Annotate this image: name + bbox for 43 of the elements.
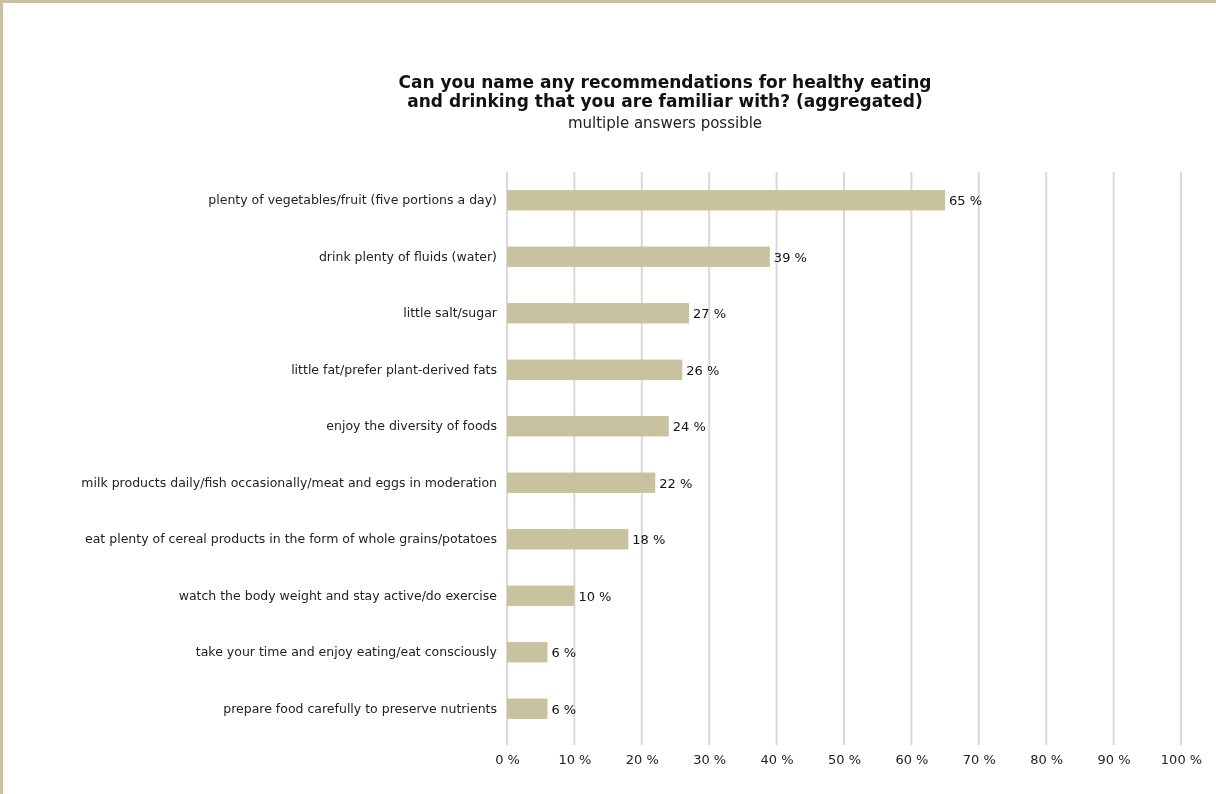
data-label: 6 % — [551, 701, 577, 717]
x-tick-label: 30 % — [693, 752, 727, 768]
bar — [507, 246, 770, 267]
chart-title: Can you name any recommendations for healthy eating and drinking that you are familiar with? (aggregated) — [398, 72, 932, 111]
y-tick-label: plenty of vegetables/fruit (five portions a day) — [208, 192, 497, 208]
y-tick-label: eat plenty of cereal products in the form of whole grains/potatoes — [85, 531, 497, 547]
data-label: 22 % — [659, 475, 693, 491]
bar — [507, 529, 629, 550]
y-tick-label: take your time and enjoy eating/eat consciously — [195, 644, 498, 660]
y-tick-label: drink plenty of fluids (water) — [318, 248, 497, 264]
x-tick-label: 80 % — [1030, 752, 1064, 768]
bar — [507, 472, 656, 493]
data-label: 65 % — [949, 193, 983, 209]
data-label: 26 % — [686, 362, 720, 378]
data-label: 24 % — [672, 419, 706, 435]
y-tick-label: little salt/sugar — [403, 305, 498, 321]
x-tick-label: 0 % — [495, 752, 520, 768]
x-tick-label: 40 % — [760, 752, 794, 768]
data-label: 18 % — [632, 532, 666, 548]
bar — [507, 359, 683, 380]
x-tick-label: 10 % — [558, 752, 592, 768]
x-tick-label: 60 % — [895, 752, 929, 768]
data-label: 39 % — [773, 249, 807, 265]
data-label: 27 % — [692, 306, 727, 322]
x-tick-label: 50 % — [827, 752, 862, 768]
bar — [507, 303, 689, 324]
bar — [507, 698, 548, 719]
y-tick-label: enjoy the diversity of foods — [326, 418, 497, 434]
bar — [507, 585, 575, 606]
chart-subtitle: multiple answers possible — [567, 114, 763, 132]
y-tick-label: prepare food carefully to preserve nutrients — [223, 700, 497, 716]
y-tick-label: little fat/prefer plant-derived fats — [291, 361, 497, 377]
data-label: 6 % — [551, 645, 577, 661]
bar — [507, 416, 669, 437]
x-tick-label: 20 % — [625, 752, 659, 768]
bar — [507, 190, 946, 211]
x-tick-label: 100 % — [1160, 752, 1203, 768]
data-label: 10 % — [578, 588, 612, 604]
y-tick-label: watch the body weight and stay active/do exercise — [178, 587, 498, 603]
x-tick-label: 90 % — [1097, 752, 1131, 768]
x-tick-label: 70 % — [962, 752, 996, 768]
bar — [507, 642, 548, 663]
y-tick-label: milk products daily/fish occasionally/meat and eggs in moderation — [81, 474, 497, 490]
